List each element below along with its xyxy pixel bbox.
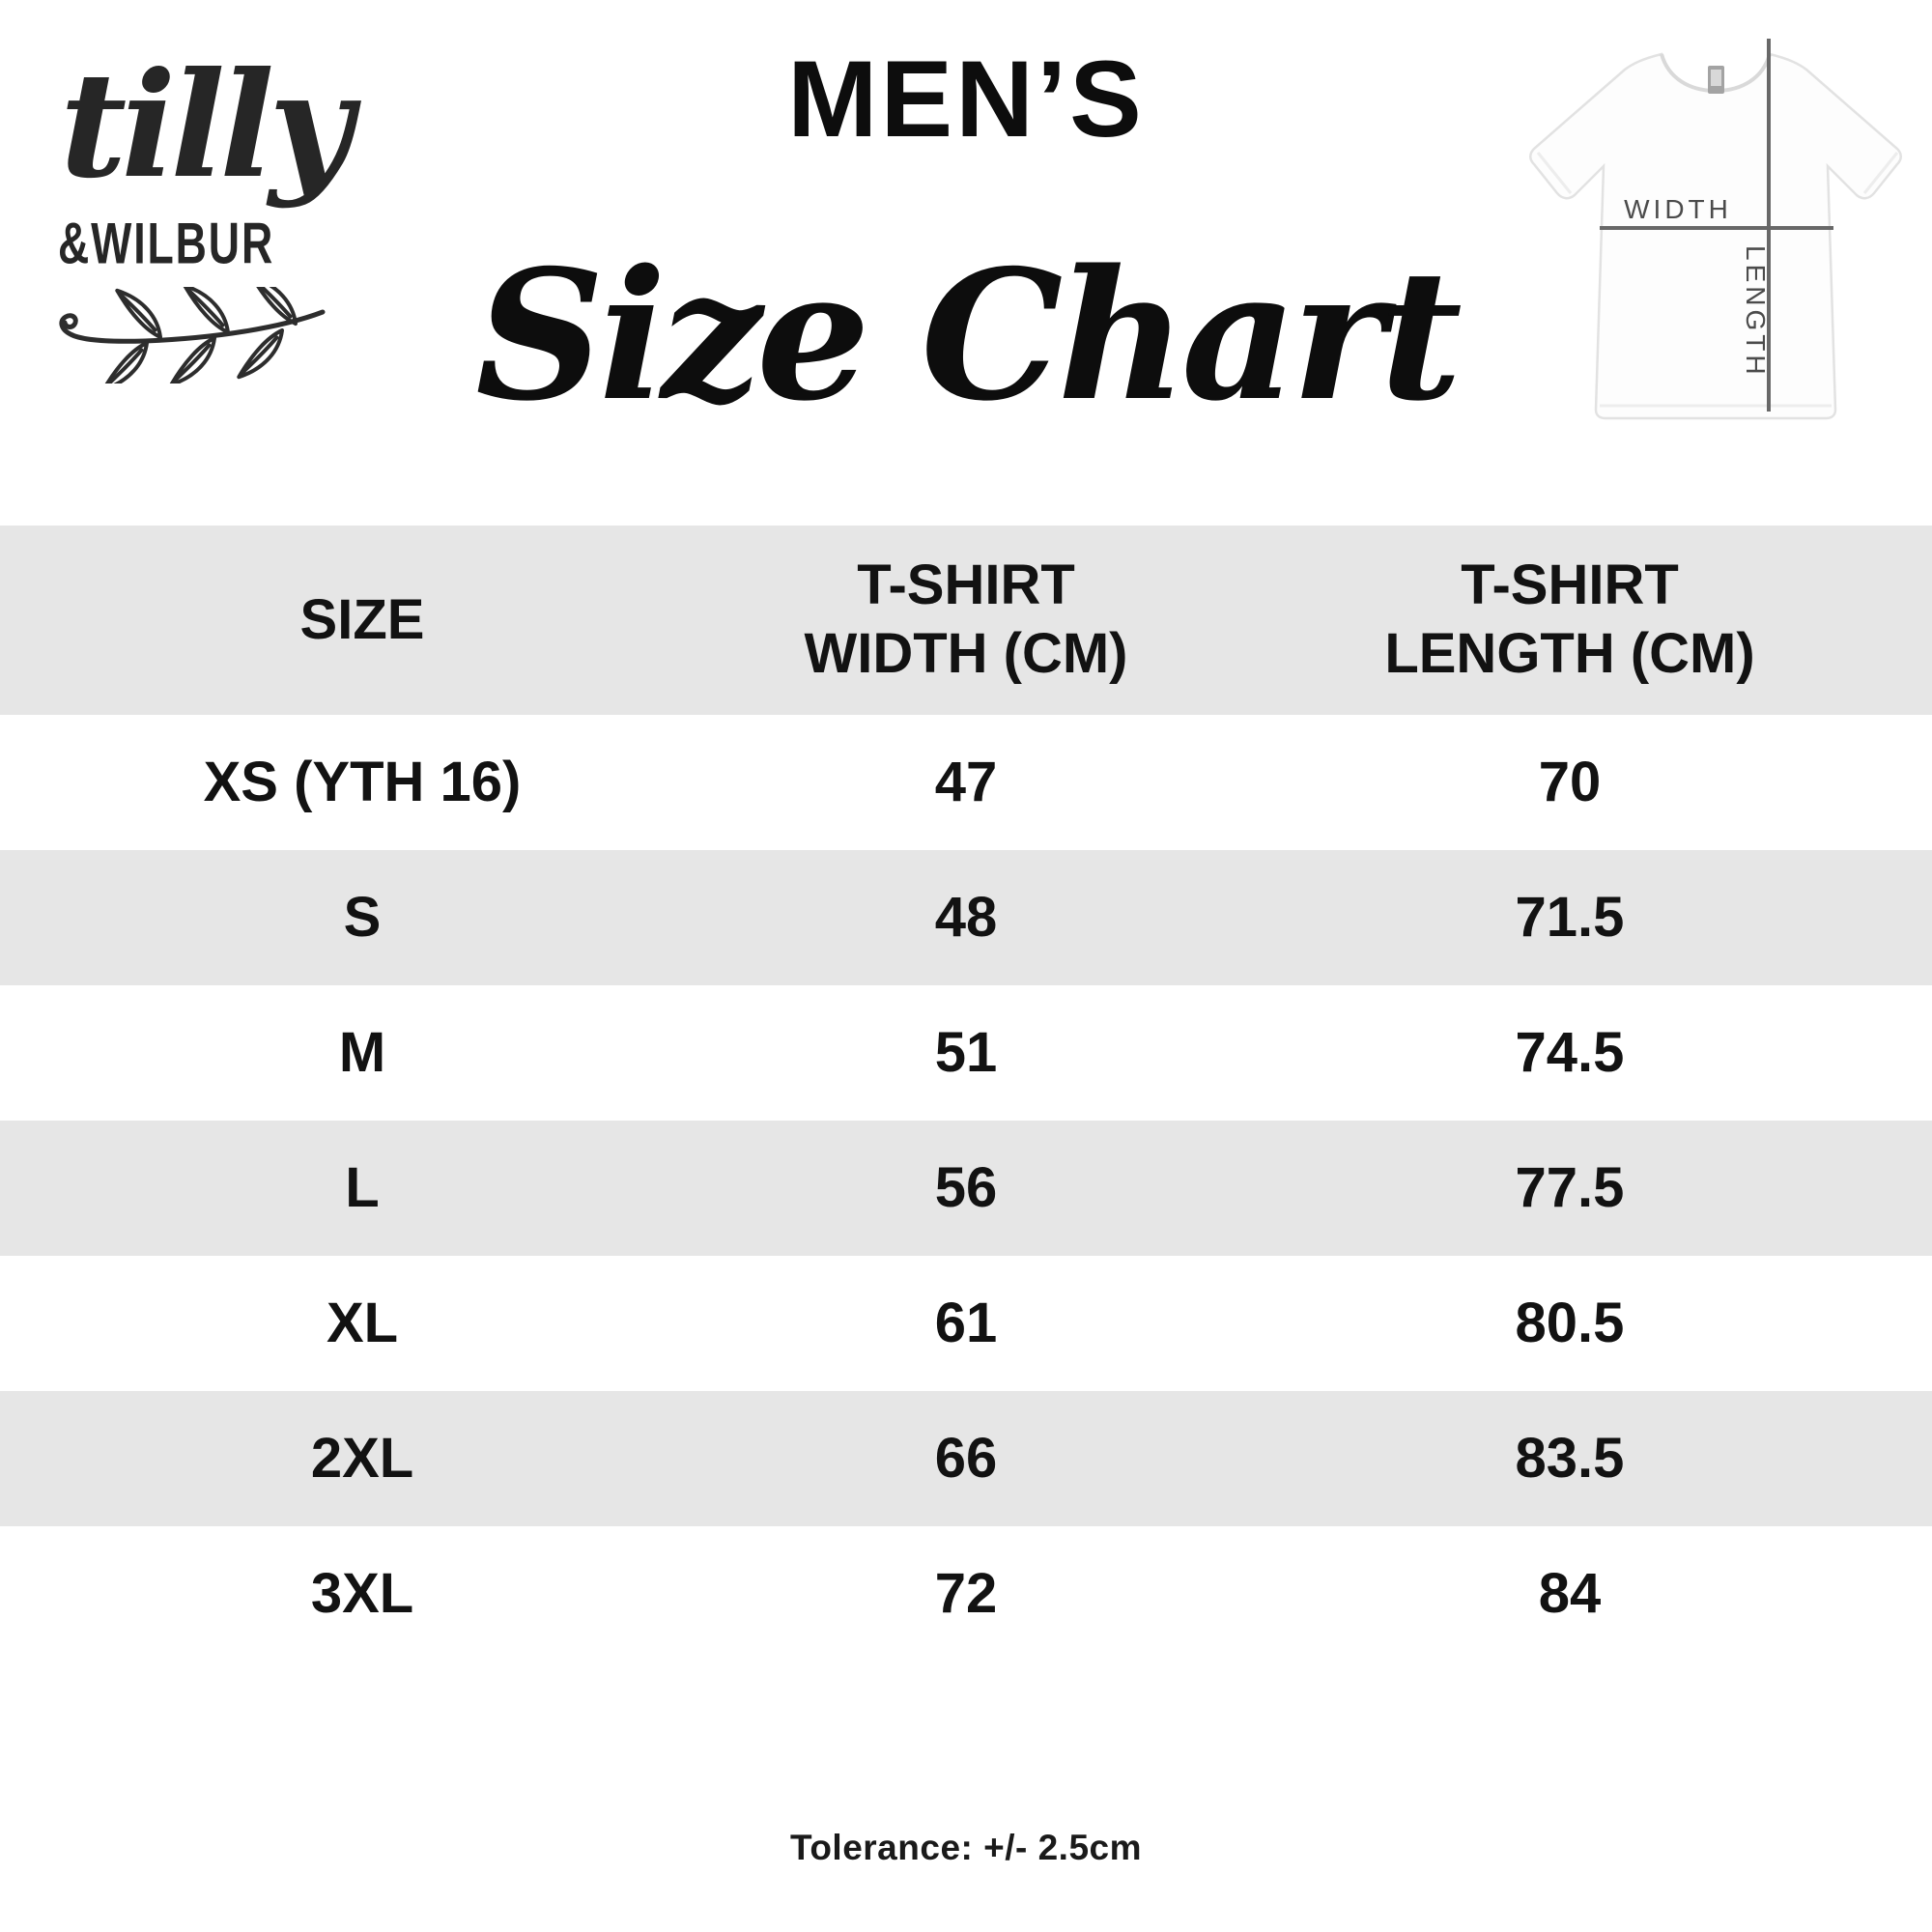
- table-row-l: L 56 77.5: [0, 1121, 1932, 1256]
- length-cell: 74.5: [1515, 1020, 1625, 1084]
- length-cell: 71.5: [1515, 885, 1625, 949]
- size-cell: M: [338, 1020, 386, 1084]
- tolerance-note: Tolerance: +/- 2.5cm: [789, 1828, 1143, 1867]
- width-cell: 47: [934, 750, 998, 813]
- neck-label-inner: [1711, 70, 1721, 86]
- length-cell: 84: [1538, 1561, 1602, 1625]
- width-cell: 72: [934, 1561, 998, 1625]
- laurel-branch-icon: [59, 286, 326, 384]
- width-cell: 66: [934, 1426, 998, 1490]
- length-cell: 70: [1538, 750, 1602, 813]
- length-cell: 83.5: [1515, 1426, 1625, 1490]
- width-label: WIDTH: [1624, 194, 1732, 224]
- brand-logo: tilly &WILBUR: [50, 41, 359, 398]
- size-cell: S: [343, 885, 382, 949]
- width-cell: 51: [934, 1020, 998, 1084]
- size-cell: 3XL: [310, 1561, 414, 1625]
- width-cell: 56: [934, 1155, 998, 1219]
- length-label: LENGTH: [1741, 245, 1771, 379]
- brand-name-caps: &WILBUR: [58, 209, 275, 275]
- table-row-s: S 48 71.5: [0, 850, 1932, 985]
- table-row-xl: XL 61 80.5: [0, 1256, 1932, 1391]
- size-cell: L: [345, 1155, 380, 1219]
- width-cell: 61: [934, 1291, 998, 1354]
- width-cell: 48: [934, 885, 998, 949]
- column-header-size: SIZE: [299, 587, 425, 651]
- size-cell: XS (YTH 16): [203, 750, 522, 813]
- table-row-3xl: 3XL 72 84: [0, 1526, 1932, 1662]
- table-row-xs: XS (YTH 16) 47 70: [0, 715, 1932, 850]
- length-cell: 77.5: [1515, 1155, 1625, 1219]
- column-header-width: T-SHIRT WIDTH (CM): [804, 554, 1128, 685]
- brand-name-script: tilly: [60, 41, 353, 211]
- size-cell: 2XL: [310, 1426, 414, 1490]
- tshirt-diagram: WIDTH LENGTH: [1499, 14, 1932, 450]
- table-row-2xl: 2XL 66 83.5: [0, 1391, 1932, 1526]
- table-header-row: SIZE T-SHIRT WIDTH (CM) T-SHIRT LENGTH (…: [0, 526, 1932, 715]
- length-cell: 80.5: [1515, 1291, 1625, 1354]
- size-table: SIZE T-SHIRT WIDTH (CM) T-SHIRT LENGTH (…: [0, 526, 1932, 1662]
- tshirt-outline: [1529, 52, 1902, 420]
- page-title: Size Chart: [475, 230, 1463, 440]
- size-cell: XL: [326, 1291, 399, 1354]
- column-header-length: T-SHIRT LENGTH (CM): [1384, 554, 1755, 685]
- branch-stem: [59, 309, 326, 344]
- table-row-m: M 51 74.5: [0, 985, 1932, 1121]
- category-title: MEN’S: [787, 39, 1145, 159]
